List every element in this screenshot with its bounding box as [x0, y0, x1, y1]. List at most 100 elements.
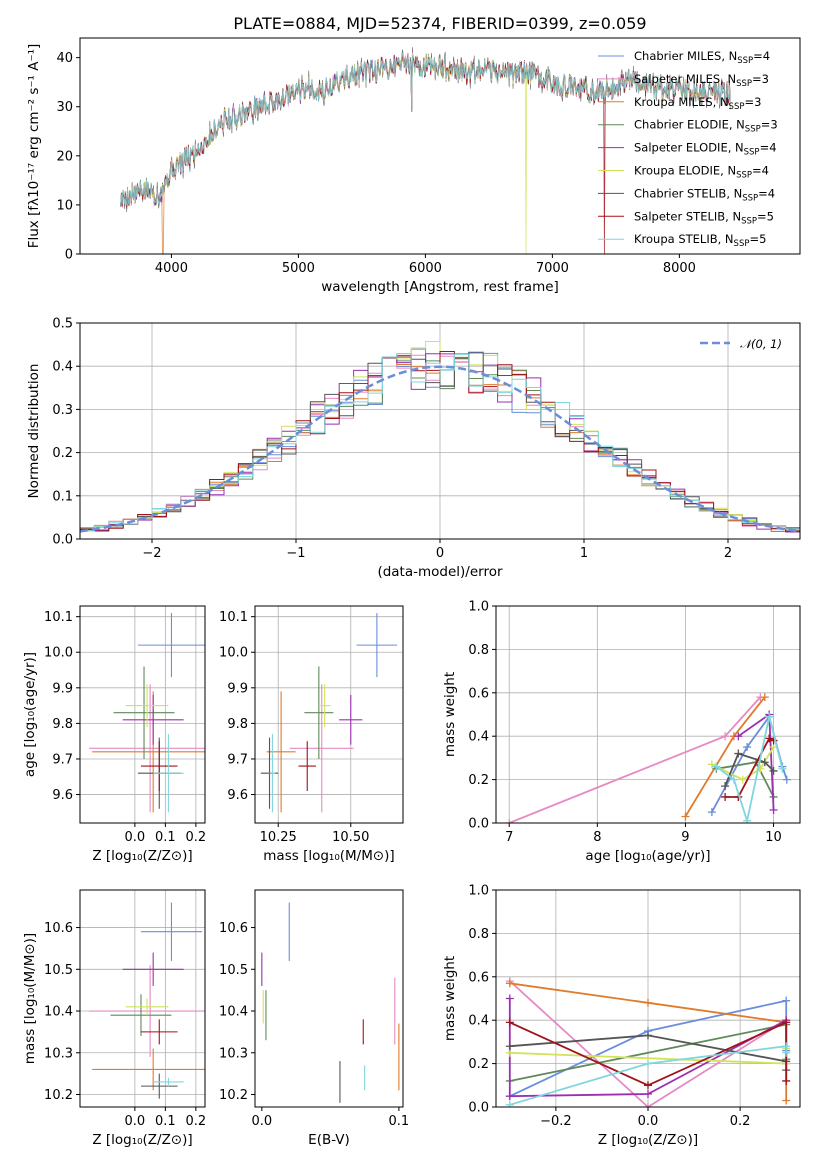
- weight-marker: [778, 764, 787, 773]
- x-tick-label: 0.0: [638, 1114, 659, 1129]
- weight-marker: [681, 812, 690, 821]
- y-tick-label: 0.1: [52, 489, 73, 504]
- x-tick-label: 8000: [663, 261, 696, 276]
- weight-series-line: [724, 752, 775, 787]
- weight-marker: [505, 1018, 514, 1027]
- y-tick-label: 10.0: [44, 646, 73, 661]
- axes-frame: [79, 37, 801, 255]
- x-tick-label: 4000: [155, 261, 188, 276]
- weight-marker: [712, 762, 721, 771]
- x-tick-label: 0.1: [389, 1114, 410, 1129]
- gaussian-legend-label: 𝒩(0, 1): [740, 337, 782, 351]
- weight-series-line: [509, 980, 787, 1107]
- x-tick-label: 6000: [409, 261, 442, 276]
- gaussian-curve: [80, 365, 800, 533]
- y-tick-label: 1.0: [468, 600, 489, 615]
- x-axis-label: age [log₁₀(age/yr)]: [585, 848, 710, 864]
- y-axis-label: Flux [fλ10⁻¹⁷ erg cm⁻² s⁻¹ A⁻¹]: [26, 44, 42, 249]
- y-tick-label: 0.0: [468, 817, 489, 832]
- weight-marker: [505, 1092, 514, 1101]
- y-tick-label: 10.4: [44, 1005, 73, 1020]
- weight-series-line: [725, 737, 774, 798]
- weight-marker: [765, 712, 774, 721]
- spectrum-lines: [120, 47, 731, 254]
- histograms: [80, 341, 800, 536]
- y-tick-label: 10.3: [44, 1046, 73, 1061]
- y-tick-label: 40: [56, 51, 73, 66]
- weight-marker: [743, 743, 752, 752]
- axes-frame: [254, 889, 404, 1108]
- weight-marker: [644, 998, 652, 1007]
- axes-frame: [79, 322, 801, 540]
- x-tick-label: 5000: [282, 261, 315, 276]
- weight-marker: [721, 782, 730, 791]
- legend-entry: Salpeter STELIB, NSSP=5: [634, 209, 774, 226]
- errorbar-points: [89, 902, 205, 1099]
- spectrum-panel: 4000 5000 6000 7000 8000 0 10 20 30 40 wavelength …: [26, 37, 801, 295]
- errorbar-points: [261, 902, 400, 1103]
- y-tick-label: 0.2: [52, 446, 73, 461]
- y-tick-label: 9.7: [227, 752, 248, 767]
- y-tick-label: 0.4: [52, 360, 73, 375]
- y-tick-label: 0.2: [468, 1057, 489, 1072]
- y-tick-label: 9.9: [227, 681, 248, 696]
- y-tick-label: 10.2: [44, 1088, 73, 1103]
- x-axis-label: Z [log₁₀(Z/Z⊙)]: [598, 1132, 698, 1148]
- legend-entry: Chabrier ELODIE, NSSP=3: [634, 118, 778, 135]
- weight-marker: [782, 996, 791, 1005]
- errorbar-points: [89, 613, 205, 813]
- chart-layer: 4000 5000 6000 7000 8000010203040wavelength …: [22, 37, 801, 1148]
- y-tick-label: 10.0: [219, 646, 248, 661]
- weight-marker: [743, 816, 752, 823]
- weight-marker: [721, 732, 730, 741]
- y-axis-label: mass weight: [442, 956, 458, 1041]
- y-tick-label: 30: [56, 100, 73, 115]
- weight-marker: [644, 1103, 652, 1107]
- weight-marker: [734, 732, 743, 741]
- x-tick-label: 9: [681, 830, 689, 845]
- y-tick-label: 10.6: [44, 921, 73, 936]
- y-tick-label: 0: [65, 248, 73, 263]
- y-axis-label: age [log₁₀(age/yr)]: [22, 652, 38, 777]
- weight-marker: [782, 1048, 791, 1057]
- weight-marker: [760, 693, 769, 702]
- y-tick-label: 0.4: [468, 730, 489, 745]
- weight-series-line: [711, 746, 775, 781]
- y-tick-label: 10.2: [219, 1088, 248, 1103]
- age-vs-mass-panel: 10.25 10.50 9.6 9.7 9.8 9.9 10.0 10.1 mass [log₁…: [219, 605, 404, 864]
- y-tick-label: 0.0: [52, 533, 73, 548]
- weight-lines: [505, 693, 791, 823]
- x-tick-label: 10: [765, 830, 782, 845]
- weight-lines: [505, 977, 791, 1107]
- spectrum-legend: Chabrier MILES, NSSP=4 Salpeter MILES, NS…: [598, 49, 778, 249]
- x-tick-label: 0.2: [730, 1114, 751, 1129]
- x-tick-label: −0.2: [540, 1114, 572, 1129]
- y-tick-label: 9.8: [52, 717, 73, 732]
- y-tick-label: 10.3: [219, 1046, 248, 1061]
- x-tick-label: 0.0: [125, 1114, 146, 1129]
- weight-marker: [782, 1076, 791, 1085]
- weight-vs-age-panel: 7 8 9 10 0.0 0.2 0.4 0.6 0.8 1.0 age [log₁₀(age/yr…: [442, 600, 801, 864]
- weight-marker: [765, 734, 774, 743]
- x-axis-label: Z [log₁₀(Z/Z⊙)]: [92, 848, 192, 864]
- weight-marker: [738, 775, 747, 784]
- y-tick-label: 0.6: [468, 686, 489, 701]
- y-tick-label: 10: [56, 198, 73, 213]
- x-tick-label: 7: [505, 830, 513, 845]
- weight-marker: [505, 1042, 514, 1051]
- y-tick-label: 0.0: [468, 1101, 489, 1116]
- mass-vs-Z-panel: 0.0 0.1 0.2 10.2 10.3 10.4 10.5 10.6 Z [log₁₀(Z/…: [22, 889, 206, 1148]
- y-tick-label: 1.0: [468, 884, 489, 899]
- legend-entry: Chabrier STELIB, NSSP=4: [634, 186, 775, 203]
- legend-entry: Kroupa ELODIE, NSSP=4: [634, 164, 769, 181]
- weight-marker: [505, 994, 514, 1003]
- y-tick-label: 0.6: [468, 970, 489, 985]
- y-axis-label: mass weight: [442, 672, 458, 757]
- x-tick-label: −2: [142, 546, 161, 561]
- y-tick-label: 9.8: [227, 717, 248, 732]
- weight-marker: [644, 1081, 652, 1090]
- weight-marker: [729, 775, 738, 784]
- mass-vs-ebv-panel: 0.0 0.1 10.2 10.3 10.4 10.5 10.6 E(B-V): [219, 889, 410, 1148]
- weight-marker: [644, 1031, 652, 1040]
